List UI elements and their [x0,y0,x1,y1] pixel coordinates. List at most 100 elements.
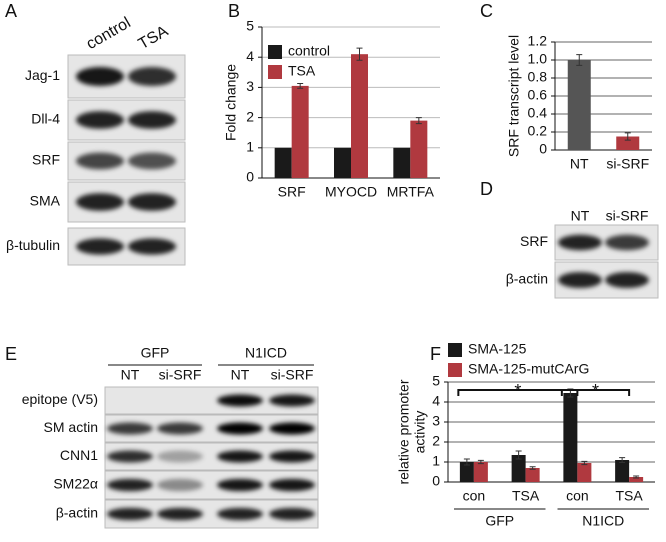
x-tick-label: NT [570,156,589,172]
significance-bracket [560,389,631,396]
error-bar [576,54,583,66]
row-label: Dll-4 [31,111,60,127]
row-label: CNN1 [60,447,98,463]
x-tick-label: SRF [278,184,306,200]
x-tick-label: TSA [616,488,644,504]
blot-band [157,478,203,492]
blot-band [128,67,176,86]
panel-label: C [480,1,493,21]
blot-band [76,152,124,170]
blot-band [269,478,315,492]
column-label: NT [571,208,590,224]
bar [615,460,630,482]
bar [291,85,309,178]
row-label: Jag-1 [25,67,60,83]
x-tick-label: con [566,488,589,504]
blot-band [157,422,203,435]
y-tick-label: 0 [432,473,440,489]
group-label: N1ICD [245,345,287,361]
column-label: control [84,14,134,53]
error-bar [297,82,304,89]
blot-band [217,394,263,407]
x-tick-label: MRTFA [387,184,435,200]
error-bar [515,450,522,460]
y-tick-label: 1 [246,139,254,155]
error-bar [477,459,484,465]
y-tick-label: 2 [246,108,254,124]
blot-band [157,450,203,463]
blot-band [76,238,124,255]
legend-label: TSA [288,63,316,79]
y-tick-label: 1.0 [528,51,548,67]
panel-label: D [480,179,493,199]
blot-band [128,238,176,255]
blot-band [217,422,263,435]
blot-band [269,507,315,521]
column-label: si-SRF [271,367,314,383]
legend-label: SMA-125 [468,341,527,357]
blot-band [76,111,124,129]
error-bar [633,475,640,479]
y-tick-label: 1 [432,453,440,469]
blot-band [269,450,315,463]
row-label: SRF [32,152,60,168]
y-tick-label: 5 [432,373,440,389]
bar [563,393,578,482]
column-label: NT [121,367,140,383]
x-tick-label: TSA [512,488,540,504]
y-tick-label: 0.4 [528,105,548,121]
row-label: epitope (V5) [22,391,98,407]
column-label: NT [231,367,250,383]
blot-band [128,152,176,170]
error-bar [581,460,588,466]
bar [393,147,411,178]
blot-band [128,193,176,211]
legend-swatch [268,45,282,59]
row-label: SM22α [53,476,98,492]
row-label: β-actin [56,505,98,521]
blot-band [76,193,124,211]
blot-band [107,422,153,435]
bar [577,463,592,482]
y-axis-label: activity [412,411,428,454]
blot-band [269,394,315,407]
x-tick-label: con [463,488,486,504]
y-tick-label: 0.2 [528,123,548,139]
bar [525,468,540,482]
column-label: si-SRF [606,208,649,224]
bar [473,462,488,482]
y-tick-label: 4 [246,48,254,64]
y-tick-label: 4 [432,393,440,409]
bar [351,54,368,178]
y-tick-label: 0.6 [528,87,548,103]
y-tick-label: 0.8 [528,69,548,85]
bar [511,455,526,482]
panel-label: A [5,1,17,21]
row-label: SM actin [44,419,98,435]
blot-band [107,478,153,492]
blot-band [128,111,176,129]
panel-label: F [430,344,441,364]
significance-bracket [457,389,579,396]
error-bar [529,466,536,470]
blot-band [76,67,124,86]
legend-swatch [448,363,462,377]
x-tick-label: si-SRF [606,156,649,172]
annotation: * [592,381,599,401]
group-label: N1ICD [582,513,624,529]
column-label: si-SRF [159,367,202,383]
error-bar [356,47,363,61]
y-tick-label: 3 [432,413,440,429]
y-tick-label: 1.2 [528,33,548,49]
y-tick-label: 2 [432,433,440,449]
column-label: TSA [136,23,172,53]
blot-band [558,272,602,288]
x-tick-label: MYOCD [325,184,377,200]
panel-label: B [228,1,240,21]
error-bar [463,458,470,466]
annotation: * [514,381,521,401]
blot-band [107,450,153,463]
y-axis-label: SRF transcript level [506,35,522,157]
blot-band [217,478,263,492]
